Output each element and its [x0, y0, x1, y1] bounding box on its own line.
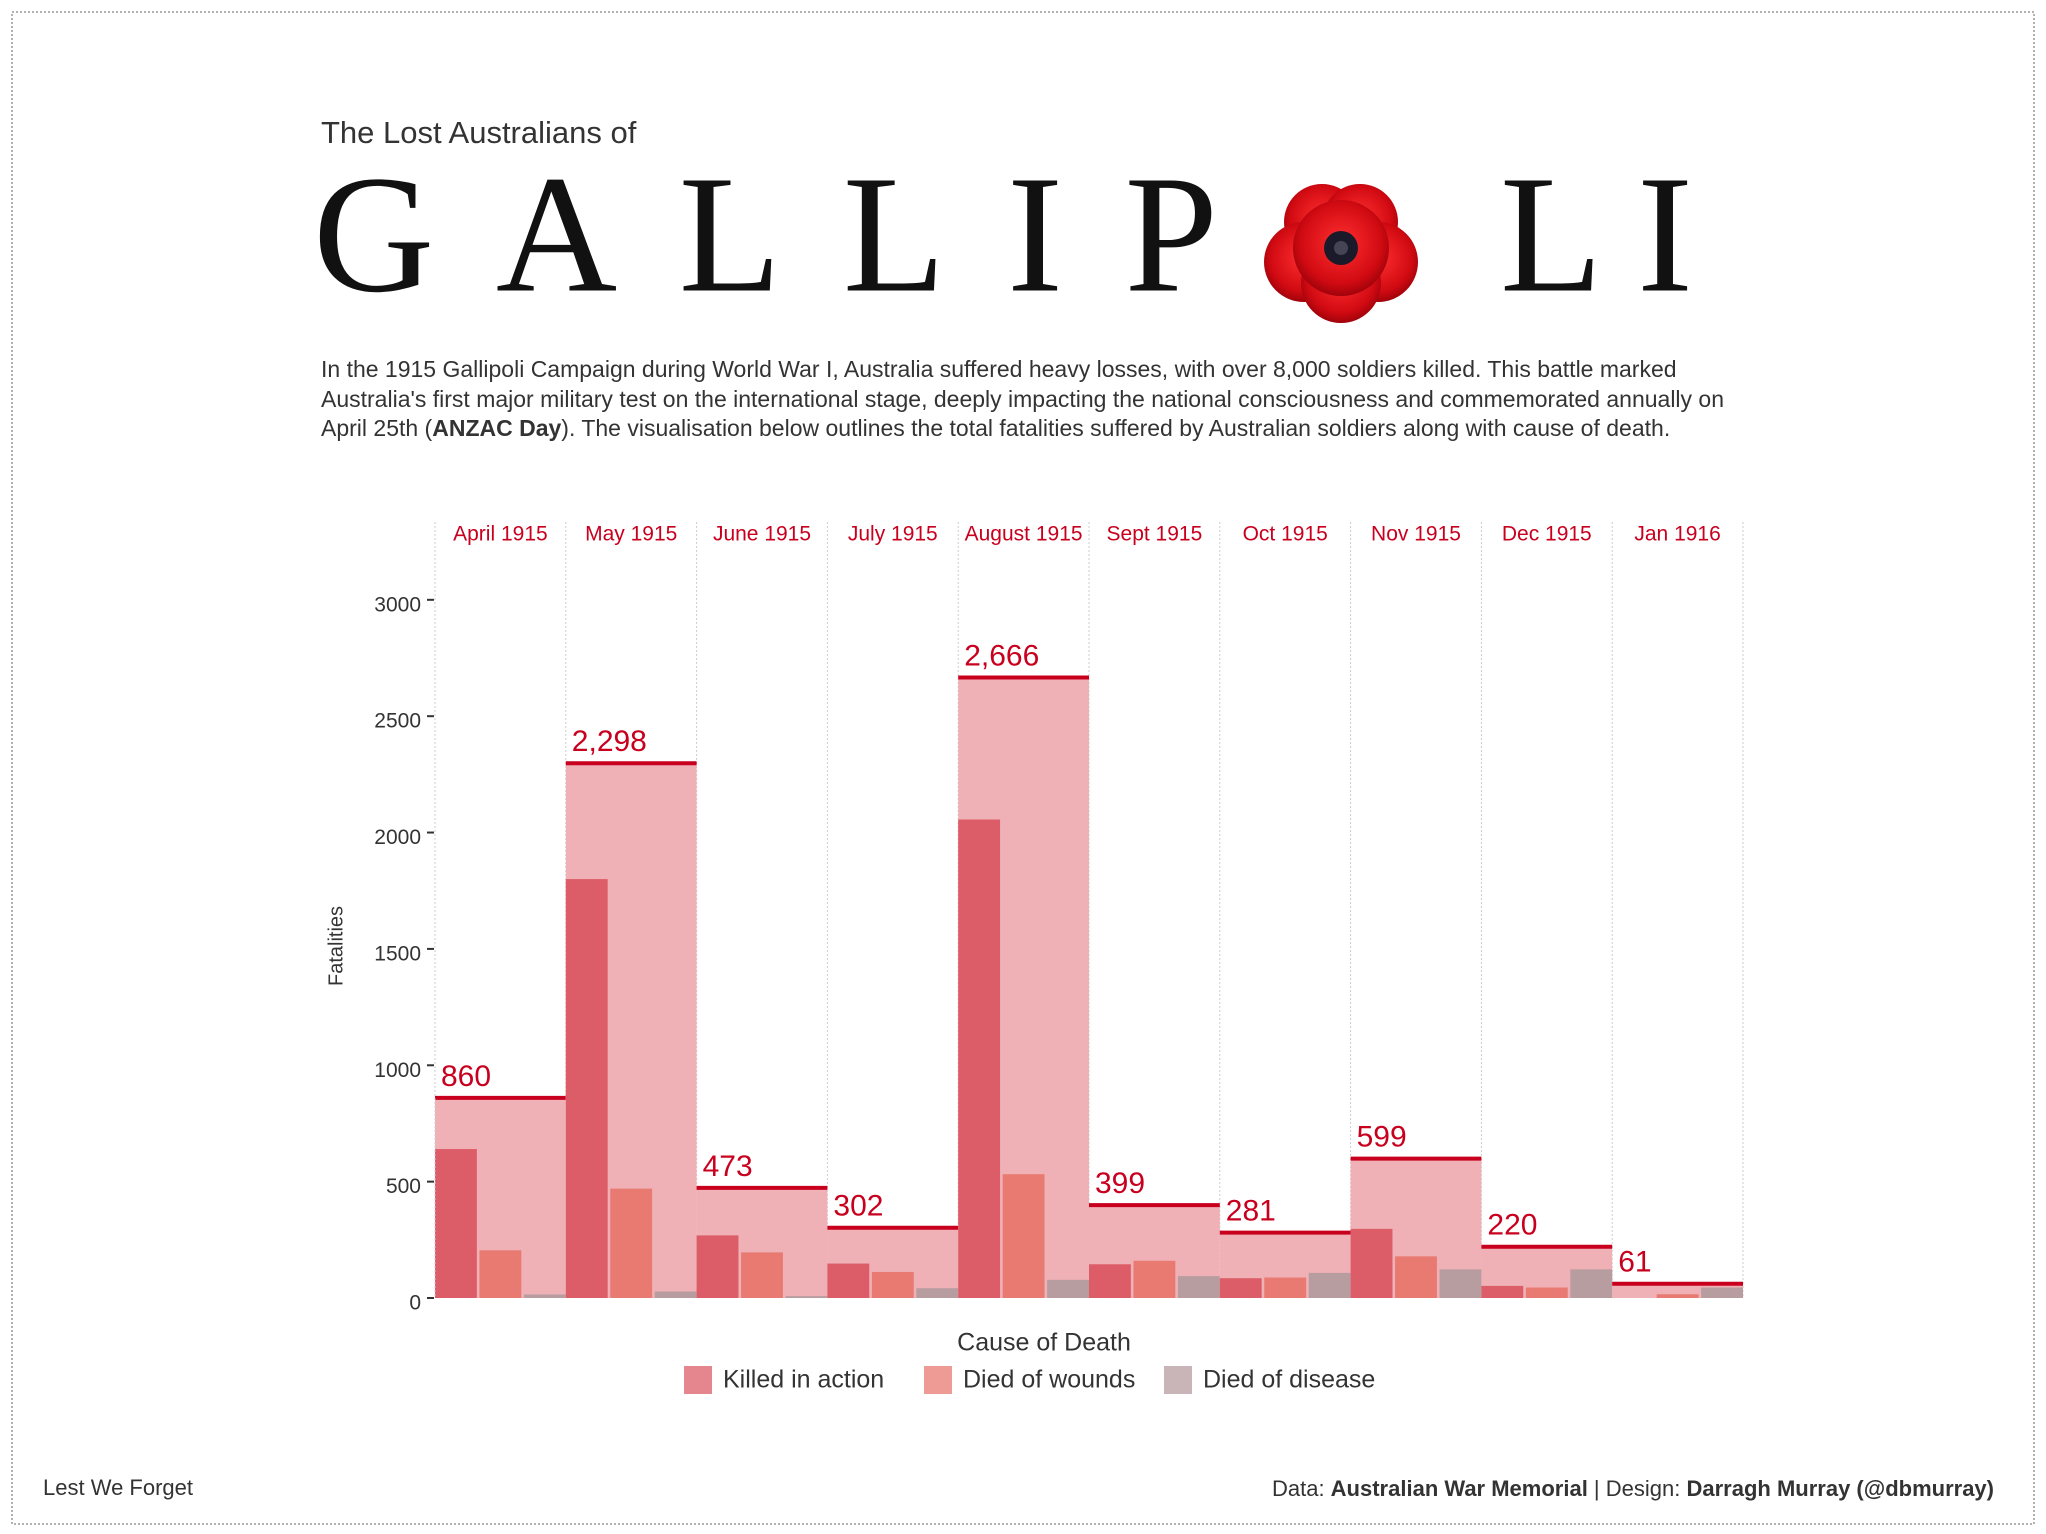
- bar: [1133, 1260, 1176, 1298]
- description-text: ). The visualisation below outlines the …: [561, 415, 1671, 441]
- total-label: 860: [441, 1060, 491, 1093]
- bar: [1481, 1285, 1524, 1298]
- y-tick-label: 1500: [374, 942, 421, 965]
- legend-label: Died of disease: [1203, 1366, 1375, 1394]
- bar: [827, 1263, 870, 1298]
- bar: [1089, 1264, 1131, 1298]
- legend-label: Killed in action: [723, 1366, 884, 1394]
- x-tick-label: April 1915: [453, 523, 548, 546]
- legend-swatch: [924, 1366, 952, 1394]
- y-tick-label: 3000: [374, 593, 421, 616]
- total-label: 399: [1095, 1167, 1145, 1200]
- description-text: In the 1915 Gallipoli Campaign during Wo…: [321, 356, 1725, 441]
- x-tick-label: Sept 1915: [1107, 523, 1203, 546]
- title: GALLIP: [313, 142, 1218, 328]
- total-label: 473: [703, 1150, 753, 1183]
- footer-left: Lest We Forget: [43, 1475, 193, 1500]
- bar: [1177, 1276, 1220, 1298]
- y-tick-label: 1000: [374, 1059, 421, 1082]
- description-bold: ANZAC Day: [432, 415, 562, 441]
- description: In the 1915 Gallipoli Campaign during Wo…: [321, 355, 1751, 444]
- bar: [1308, 1272, 1351, 1298]
- x-tick-label: July 1915: [848, 523, 938, 546]
- y-tick-label: 0: [409, 1292, 421, 1315]
- y-axis-label: Fatalities: [325, 906, 347, 986]
- total-label: 599: [1357, 1121, 1407, 1154]
- y-tick-label: 2000: [374, 826, 421, 849]
- bar: [741, 1252, 783, 1298]
- total-label: 281: [1226, 1195, 1276, 1228]
- bar: [1701, 1287, 1743, 1298]
- bar: [871, 1271, 914, 1298]
- x-tick-label: May 1915: [585, 523, 677, 546]
- total-label: 302: [833, 1190, 883, 1223]
- bar: [958, 819, 1001, 1298]
- bar: [435, 1149, 477, 1298]
- bar: [696, 1235, 739, 1298]
- legend-swatch: [684, 1366, 712, 1394]
- x-tick-label: June 1915: [713, 523, 811, 546]
- bar: [1002, 1174, 1045, 1298]
- title: LI: [1500, 142, 1693, 328]
- x-tick-label: August 1915: [965, 523, 1083, 546]
- credits: Data: Australian War Memorial | Design: …: [1272, 1476, 1994, 1501]
- subtitle: The Lost Australians of: [321, 115, 637, 150]
- x-tick-label: Nov 1915: [1371, 523, 1461, 546]
- bar: [479, 1250, 522, 1298]
- bar: [1395, 1256, 1437, 1298]
- bar: [916, 1288, 959, 1298]
- bar: [523, 1294, 566, 1298]
- bar: [1656, 1294, 1699, 1298]
- legend-label: Died of wounds: [963, 1366, 1135, 1394]
- bar: [654, 1291, 697, 1298]
- total-label: 2,666: [964, 639, 1039, 672]
- bar: [1570, 1269, 1613, 1298]
- bar: [565, 879, 608, 1298]
- legend-swatch: [1164, 1366, 1192, 1394]
- total-label: 61: [1618, 1246, 1651, 1279]
- bar: [1350, 1228, 1393, 1298]
- total-label: 2,298: [572, 725, 647, 758]
- bar: [1525, 1287, 1568, 1298]
- y-tick-label: 500: [386, 1175, 421, 1198]
- credit-text: Data:: [1272, 1476, 1331, 1501]
- y-tick-label: 2500: [374, 710, 421, 733]
- bar: [1264, 1277, 1307, 1298]
- bar: [1219, 1278, 1262, 1298]
- x-tick-label: Jan 1916: [1634, 523, 1720, 546]
- x-tick-label: Oct 1915: [1243, 523, 1328, 546]
- bar: [785, 1296, 828, 1298]
- credit-source: Australian War Memorial: [1331, 1476, 1588, 1501]
- bar: [1047, 1279, 1089, 1298]
- bar: [610, 1188, 653, 1298]
- bar: [1439, 1269, 1482, 1298]
- x-tick-label: Dec 1915: [1502, 523, 1592, 546]
- frame: [11, 11, 2035, 1525]
- credit-text: | Design:: [1588, 1476, 1687, 1501]
- total-label: 220: [1487, 1209, 1537, 1242]
- credit-author: Darragh Murray (@dbmurray): [1686, 1476, 1994, 1501]
- poppy-icon: [1264, 184, 1418, 323]
- legend-title: Cause of Death: [957, 1329, 1131, 1357]
